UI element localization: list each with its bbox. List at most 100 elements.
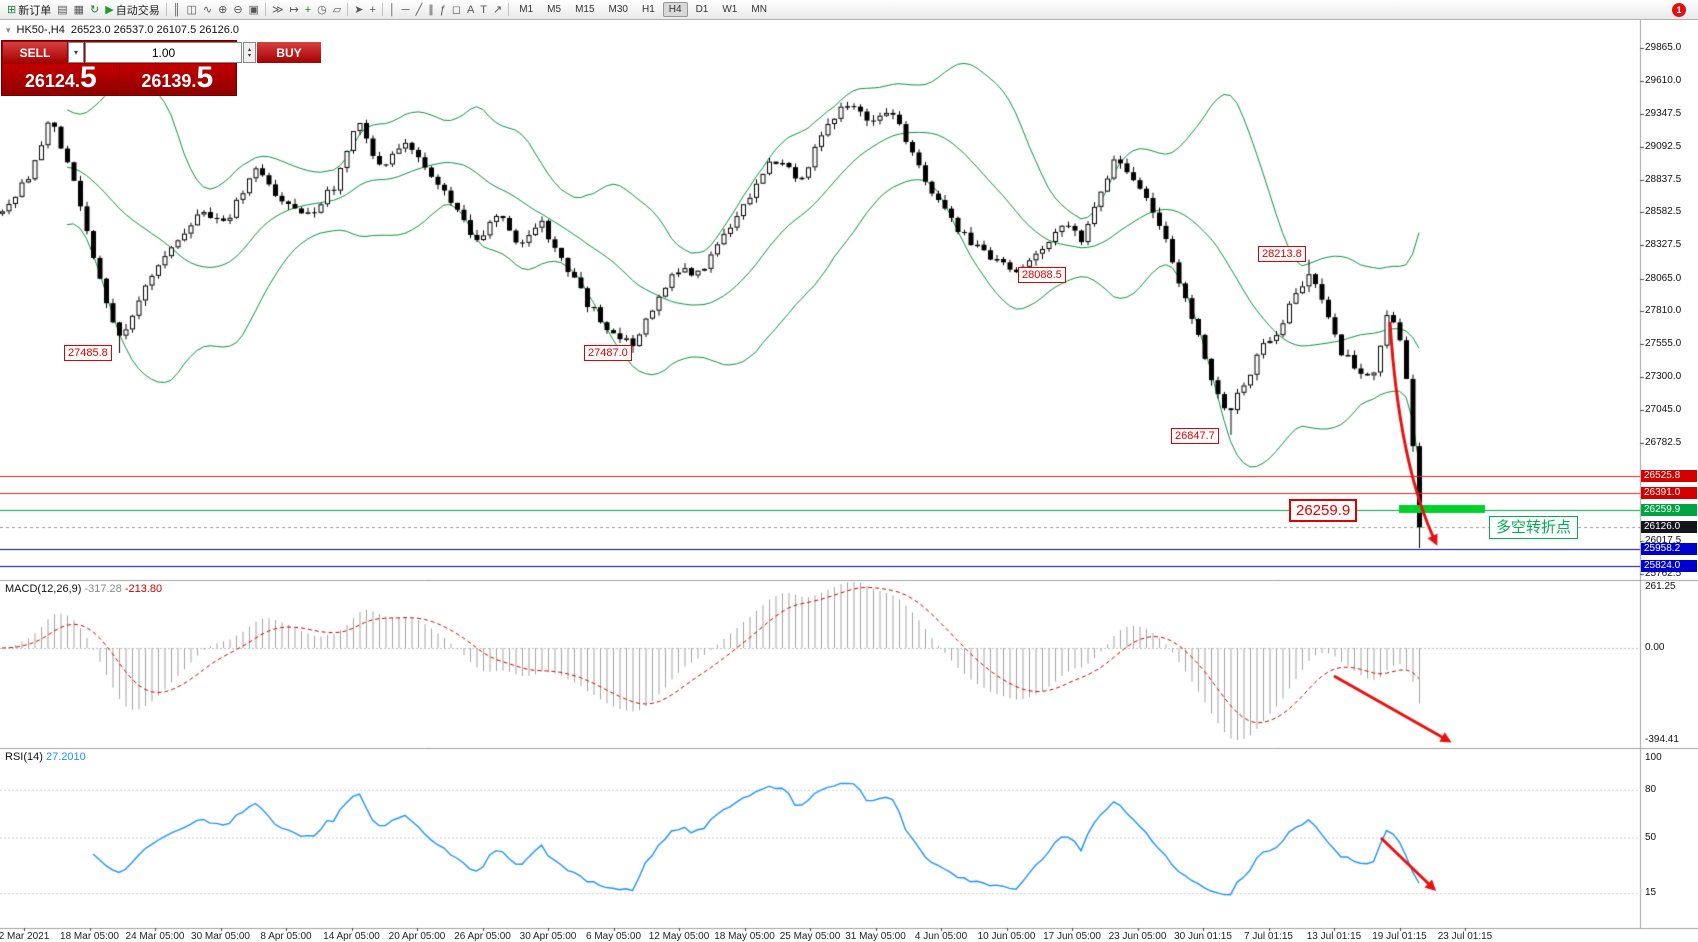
auto-scroll-button[interactable]: ≫ [269,2,287,18]
macd-scale-zero: 0.00 [1645,642,1665,653]
period-icon: ◷ [317,3,327,16]
price-scale-label: 28327.5 [1645,239,1682,251]
time-axis-label: 25 May 05:00 [779,931,841,942]
auto-trading-label: 自动交易 [115,4,160,17]
label-icon: T [480,3,488,16]
arrow-tool-icon: ↗ [493,3,503,16]
line-chart-button[interactable]: ∿ [200,2,215,18]
macd-scale-bottom: -394.41 [1645,734,1679,745]
chart-header: ▾ HK50-,H4 26523.0 26537.0 26107.5 26126… [6,24,239,36]
buy-button[interactable]: BUY [257,42,321,63]
auto-trading-button[interactable]: ▶ 自动交易 [102,2,162,18]
horizontal-line-button[interactable]: ─ [399,2,413,18]
timeframe-w1-button[interactable]: W1 [722,4,738,15]
fibonacci-button[interactable]: ƒ [437,2,449,18]
new-order-button[interactable]: ⊞ 新订单 [4,2,54,18]
zoom-in-button[interactable]: ⊕ [215,2,230,18]
macd-scale-top: 261.25 [1645,581,1676,592]
volume-dropdown[interactable]: ▾ [68,42,84,63]
price-badge: 26525.8 [1641,470,1697,483]
timeframe-m15-button[interactable]: M15 [575,4,595,15]
volume-input[interactable] [85,42,242,63]
crosshair-icon: + [369,3,376,16]
volume-spinner[interactable]: ▴ ▾ [243,42,256,63]
chart-shift-icon: ↦ [289,3,299,16]
sell-button[interactable]: SELL [3,42,67,63]
price-scale-label: 27555.0 [1645,338,1682,350]
trendline-button[interactable]: ╱ [413,2,426,18]
channel-button[interactable]: ∥ [425,2,437,18]
line-chart-icon: ∿ [202,3,213,16]
shapes-button[interactable]: ◻ [449,2,464,18]
trade-prices-row: 26124.5 26139.5 [3,61,235,94]
arrow-tool-button[interactable]: ↗ [490,2,505,18]
crosshair-button[interactable]: + [366,2,378,18]
tile-windows-button[interactable]: ▣ [246,2,262,18]
price-scale-label: 27300.0 [1645,370,1682,382]
vertical-line-icon: │ [388,3,396,16]
toolbar: ⊞ 新订单 ▤ ▦ ↻ ▶ 自动交易 ║ ◫ ∿ ⊕ ⊖ ▣ ≫ ↦ + ◷ ▱ ➤ + │ ─ ╱ ∥ ƒ ◻ A T ↗ M1 M5 M… [0,0,1698,20]
chart-window-icon: ▤ [57,3,68,16]
chart-ohlc: 26523.0 26537.0 26107.5 26126.0 [70,24,240,36]
timeframe-buttons: M1 M5 M15 M30 H1 H4 D1 W1 MN [512,2,774,17]
zoom-in-icon: ⊕ [218,3,228,16]
toolbar-separator [508,3,510,16]
shapes-icon: ◻ [451,3,461,16]
price-scale-label: 28065.0 [1645,272,1682,284]
price-scale-label: 26782.5 [1645,437,1682,449]
timeframe-m5-button[interactable]: M5 [547,4,562,15]
sell-price[interactable]: 26124.5 [3,63,119,94]
macd-name: MACD(12,26,9) [5,583,82,595]
rsi-indicator-label: RSI(14) 27.2010 [5,751,86,763]
label-button[interactable]: T [477,2,490,18]
price-scale-label: 29865.0 [1645,42,1682,53]
timeframe-h1-button[interactable]: H1 [641,4,655,15]
timeframe-m30-button[interactable]: M30 [608,4,628,15]
channel-icon: ∥ [428,3,434,16]
trendline-icon: ╱ [415,3,423,16]
macd-indicator-label: MACD(12,26,9) -317.28 -213.80 [5,583,162,595]
period-button[interactable]: ◷ [314,2,330,18]
timeframe-mn-button[interactable]: MN [751,4,767,15]
bar-chart-button[interactable]: ║ [170,2,184,18]
text-button[interactable]: A [464,2,477,18]
volume-increment-icon[interactable]: ▴ [247,46,251,53]
time-axis-label: 23 Jul 01:15 [1437,931,1493,942]
profiles-button[interactable]: ▦ [71,2,87,18]
timeframe-m1-button[interactable]: M1 [519,4,534,15]
buy-price-big-digit: 5 [196,61,214,94]
buy-price[interactable]: 26139.5 [119,61,235,94]
toolbar-separator [381,3,383,16]
time-axis-label: 30 Mar 05:00 [191,931,250,942]
template-button[interactable]: ▱ [330,2,344,18]
bar-chart-icon: ║ [172,3,181,16]
add-indicator-button[interactable]: + [302,2,314,18]
notification-badge[interactable]: 1 [1672,2,1686,17]
zoom-out-button[interactable]: ⊖ [230,2,245,18]
time-axis-label: 18 Mar 05:00 [60,931,119,942]
cursor-icon: ➤ [354,3,364,16]
price-scale-label: 28582.5 [1645,206,1682,218]
timeframe-h4-button[interactable]: H4 [662,2,688,17]
timeframe-d1-button[interactable]: D1 [695,4,709,15]
time-axis-label: 19 Jul 01:15 [1372,931,1427,942]
candle-chart-button[interactable]: ◫ [184,2,200,18]
price-scale-label: 29610.0 [1645,74,1682,86]
chart-shift-button[interactable]: ↦ [287,2,302,18]
refresh-icon: ↻ [90,3,100,16]
chart-window-button[interactable]: ▤ [54,2,70,18]
time-axis-label: 4 Jun 05:00 [914,931,968,942]
time-axis-label: 23 Jun 05:00 [1108,931,1167,942]
time-axis-label: 10 Jun 05:00 [977,931,1036,942]
cursor-button[interactable]: ➤ [351,2,366,18]
price-scale-label: 29347.5 [1645,108,1682,120]
candle-chart-icon: ◫ [186,3,197,16]
time-axis-label: 8 Apr 05:00 [260,931,312,942]
price-callout: 26259.9 [1289,499,1358,523]
vertical-line-button[interactable]: │ [386,2,399,18]
refresh-button[interactable]: ↻ [87,2,102,18]
price-scale-label: 28837.5 [1645,173,1682,185]
price-badge: 25958.2 [1641,542,1697,555]
volume-decrement-icon[interactable]: ▾ [247,52,251,59]
